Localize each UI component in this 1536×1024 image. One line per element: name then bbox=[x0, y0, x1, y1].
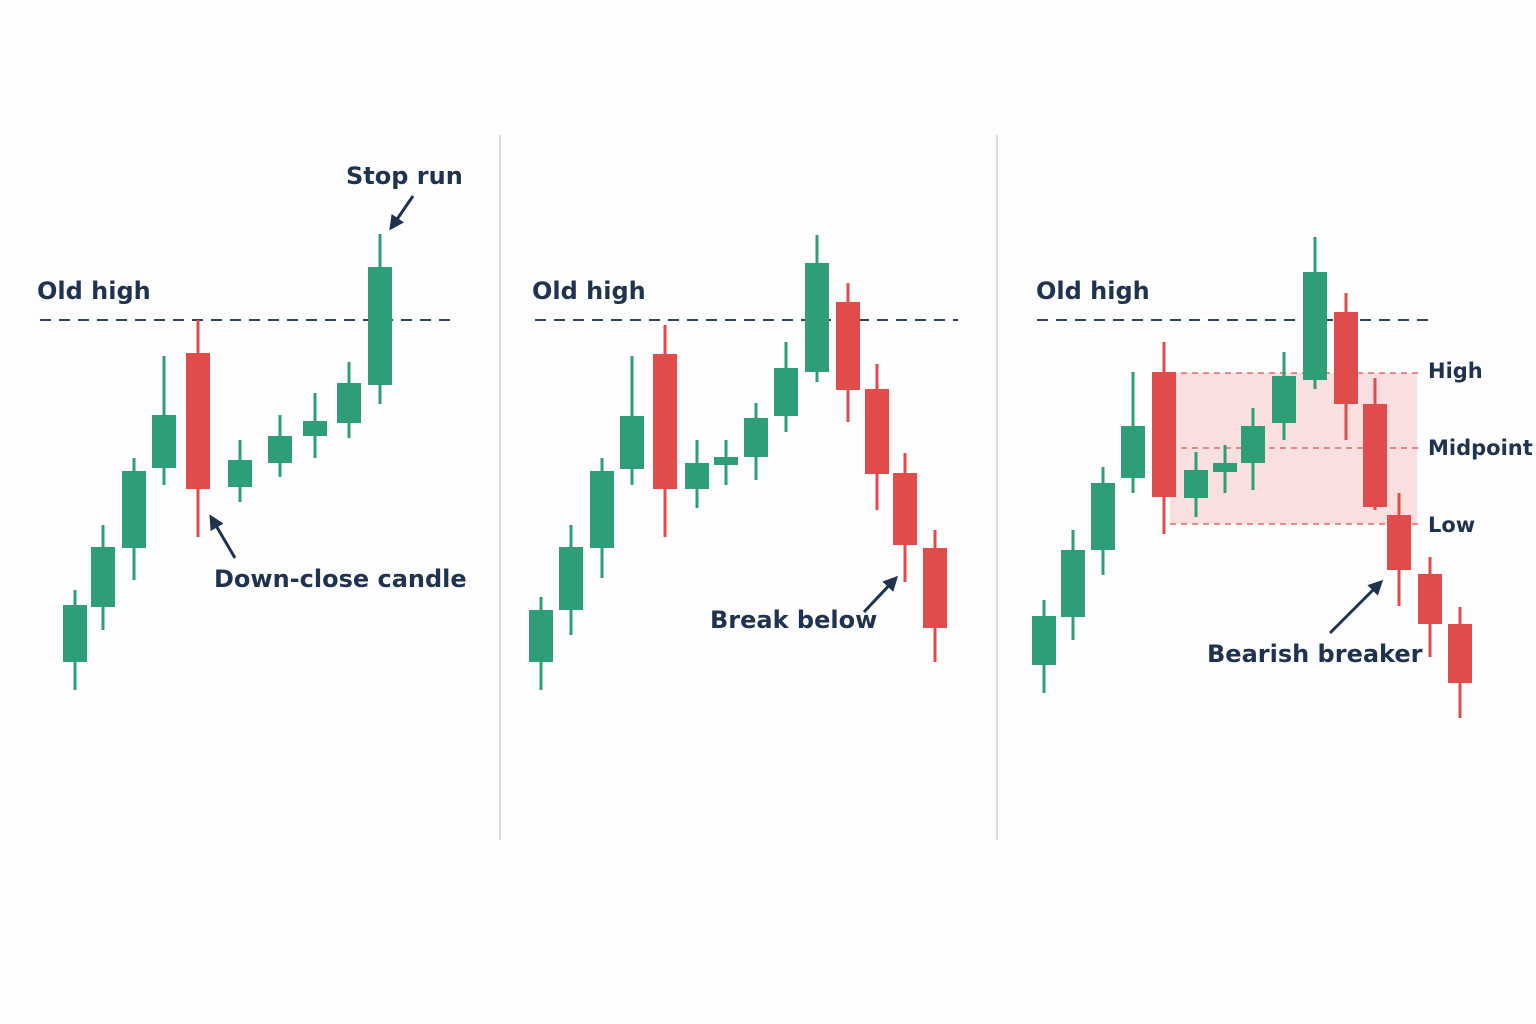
candle-body bbox=[923, 548, 947, 628]
candle-body bbox=[122, 471, 146, 548]
candle-body bbox=[653, 354, 677, 489]
candle-body bbox=[1184, 470, 1208, 498]
candle-body bbox=[865, 389, 889, 474]
level-label: Old high bbox=[532, 277, 646, 305]
candle-body bbox=[1363, 404, 1387, 507]
annotation: Down-close candle bbox=[214, 565, 467, 593]
arrows bbox=[209, 195, 1384, 635]
candle-body bbox=[805, 263, 829, 372]
zone-label: Low bbox=[1428, 513, 1475, 537]
candle-body bbox=[1387, 515, 1411, 570]
candle-body bbox=[590, 471, 614, 548]
candle-body bbox=[744, 418, 768, 457]
candle-body bbox=[268, 436, 292, 463]
zone-lines bbox=[1170, 372, 1418, 525]
candle-body bbox=[1213, 463, 1237, 472]
candle-body bbox=[714, 457, 738, 465]
annotation: Break below bbox=[710, 606, 877, 634]
candle-body bbox=[1272, 376, 1296, 423]
candle-body bbox=[303, 421, 327, 436]
level-label: Old high bbox=[37, 277, 151, 305]
candle-body bbox=[1418, 574, 1442, 624]
candle-body bbox=[186, 353, 210, 489]
candle-body bbox=[228, 460, 252, 487]
candle-body bbox=[91, 547, 115, 607]
annotation: Bearish breaker bbox=[1207, 640, 1423, 668]
candle-body bbox=[63, 605, 87, 662]
zone-label: Midpoint bbox=[1428, 436, 1533, 460]
candle-body bbox=[1121, 426, 1145, 478]
candle-body bbox=[1061, 550, 1085, 617]
candle-body bbox=[774, 368, 798, 416]
zone-label: High bbox=[1428, 359, 1483, 383]
candle-body bbox=[1334, 312, 1358, 404]
annotation: Stop run bbox=[346, 162, 463, 190]
candle-body bbox=[1303, 272, 1327, 380]
candle-body bbox=[685, 463, 709, 489]
candle-body bbox=[1241, 426, 1265, 463]
candle-body bbox=[337, 383, 361, 423]
candle-body bbox=[1448, 624, 1472, 683]
candles bbox=[63, 234, 1472, 718]
candle-body bbox=[368, 267, 392, 385]
candle-body bbox=[1152, 372, 1176, 497]
candle-body bbox=[152, 415, 176, 468]
candle-body bbox=[893, 473, 917, 545]
candle-body bbox=[620, 416, 644, 469]
candle-body bbox=[836, 302, 860, 390]
candle-body bbox=[529, 610, 553, 662]
candle-body bbox=[559, 547, 583, 610]
candle-body bbox=[1032, 616, 1056, 665]
level-label: Old high bbox=[1036, 277, 1150, 305]
candle-body bbox=[1091, 483, 1115, 550]
